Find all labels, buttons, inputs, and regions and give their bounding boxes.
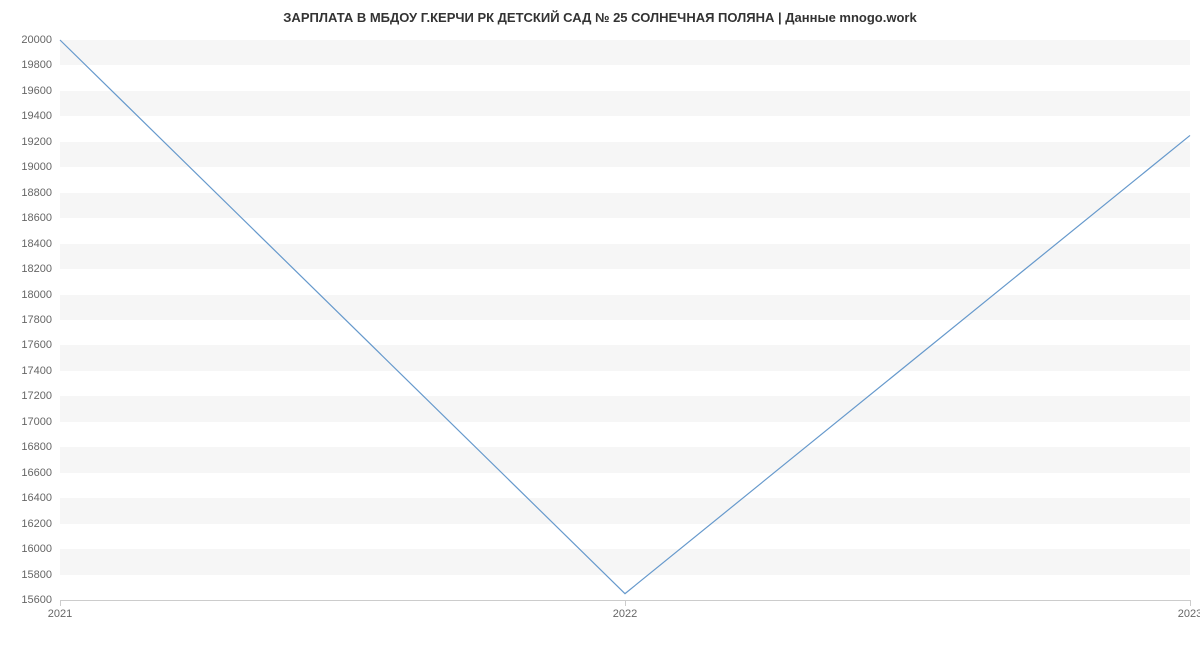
x-tick-mark: [1190, 600, 1191, 606]
y-tick-label: 18000: [10, 289, 52, 301]
chart-title: ЗАРПЛАТА В МБДОУ Г.КЕРЧИ РК ДЕТСКИЙ САД …: [0, 10, 1200, 25]
y-tick-label: 17200: [10, 390, 52, 402]
y-tick-label: 17000: [10, 416, 52, 428]
y-tick-label: 19000: [10, 161, 52, 173]
y-tick-label: 18600: [10, 212, 52, 224]
x-tick-label: 2021: [48, 608, 72, 620]
y-tick-label: 15800: [10, 569, 52, 581]
x-tick-mark: [60, 600, 61, 606]
y-tick-label: 18400: [10, 238, 52, 250]
y-tick-label: 17800: [10, 314, 52, 326]
x-tick-label: 2022: [613, 608, 637, 620]
x-tick-mark: [625, 600, 626, 606]
y-tick-label: 19800: [10, 59, 52, 71]
x-tick-label: 2023: [1178, 608, 1200, 620]
chart-container: ЗАРПЛАТА В МБДОУ Г.КЕРЧИ РК ДЕТСКИЙ САД …: [0, 0, 1200, 650]
y-tick-label: 17400: [10, 365, 52, 377]
y-tick-label: 20000: [10, 34, 52, 46]
y-tick-label: 19200: [10, 136, 52, 148]
y-tick-label: 15600: [10, 594, 52, 606]
series-line-salary: [60, 40, 1190, 594]
plot-area: [60, 40, 1190, 600]
y-tick-label: 18200: [10, 263, 52, 275]
y-tick-label: 17600: [10, 339, 52, 351]
line-series-svg: [60, 40, 1190, 600]
y-tick-label: 18800: [10, 187, 52, 199]
y-tick-label: 19600: [10, 85, 52, 97]
y-tick-label: 16600: [10, 467, 52, 479]
y-tick-label: 19400: [10, 110, 52, 122]
y-tick-label: 16800: [10, 441, 52, 453]
y-tick-label: 16200: [10, 518, 52, 530]
y-tick-label: 16400: [10, 492, 52, 504]
y-tick-label: 16000: [10, 543, 52, 555]
